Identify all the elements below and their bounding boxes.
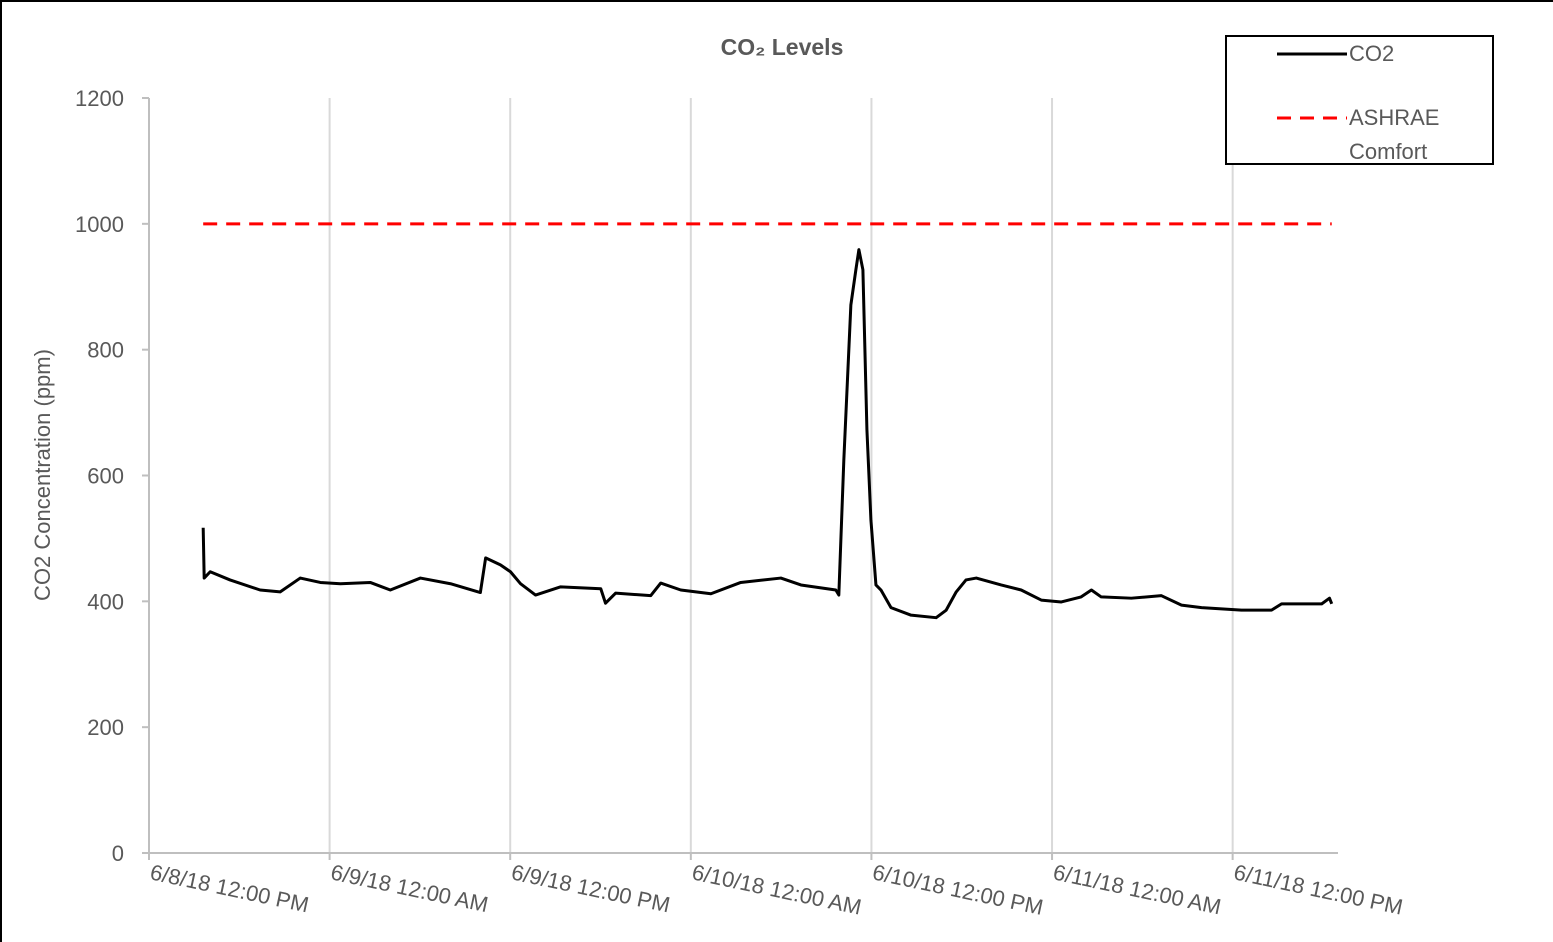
chart-title: CO₂ Levels <box>721 34 844 60</box>
y-tick-label: 0 <box>112 841 124 866</box>
legend-label: ASHRAE Comfort <box>1349 105 1440 164</box>
x-tick-label: 6/10/18 12:00 PM <box>870 859 1045 920</box>
x-tick-label: 6/9/18 12:00 AM <box>329 859 491 917</box>
y-tick-label: 200 <box>87 715 124 740</box>
y-tick-label: 800 <box>87 338 124 363</box>
x-tick-label: 6/8/18 12:00 PM <box>148 859 311 917</box>
y-tick-label: 1200 <box>75 86 124 111</box>
legend-swatch <box>1277 116 1347 120</box>
line-series <box>201 248 1334 620</box>
x-tick-label: 6/11/18 12:00 PM <box>1232 859 1405 919</box>
x-tick-label: 6/9/18 12:00 PM <box>509 859 672 917</box>
y-tick-label: 600 <box>87 464 124 489</box>
legend-item: ASHRAE Comfort <box>1277 105 1469 169</box>
legend-item: CO2 <box>1277 41 1469 71</box>
legend-swatch <box>1277 52 1347 56</box>
y-tick-label: 1000 <box>75 212 124 237</box>
y-tick-label: 400 <box>87 589 124 614</box>
legend-label: CO2 <box>1349 41 1395 66</box>
x-tick-label: 6/10/18 12:00 AM <box>690 859 864 919</box>
x-tick-label: 6/11/18 12:00 AM <box>1051 859 1223 919</box>
legend: CO2 ASHRAE Comfort <box>1225 35 1494 165</box>
y-axis-label: CO2 Concentration (ppm) <box>30 349 55 601</box>
